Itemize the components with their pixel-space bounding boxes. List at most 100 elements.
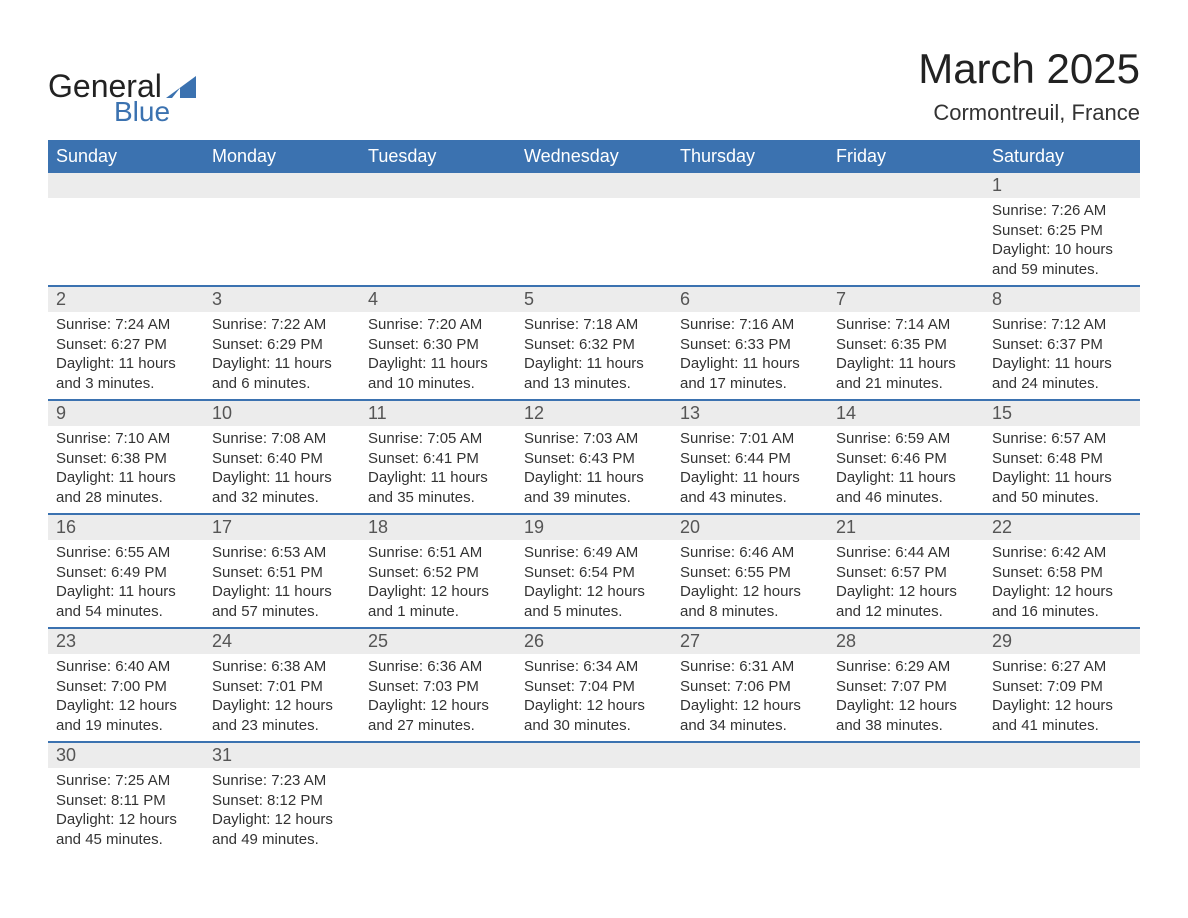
day-number-cell: [828, 742, 984, 768]
sunset-text: Sunset: 7:09 PM: [992, 677, 1132, 697]
sunrise-text: Sunrise: 7:03 AM: [524, 429, 664, 449]
sunrise-text: Sunrise: 6:51 AM: [368, 543, 508, 563]
sunrise-text: Sunrise: 6:44 AM: [836, 543, 976, 563]
day-number-cell: [48, 173, 204, 198]
day-detail-cell: Sunrise: 6:44 AMSunset: 6:57 PMDaylight:…: [828, 540, 984, 628]
calendar-page: General Blue March 2025 Cormontreuil, Fr…: [0, 0, 1188, 895]
sunset-text: Sunset: 6:51 PM: [212, 563, 352, 583]
location-subtitle: Cormontreuil, France: [918, 100, 1140, 126]
day-detail-cell: Sunrise: 6:27 AMSunset: 7:09 PMDaylight:…: [984, 654, 1140, 742]
day-number-row: 23242526272829: [48, 628, 1140, 654]
day-detail-row: Sunrise: 6:40 AMSunset: 7:00 PMDaylight:…: [48, 654, 1140, 742]
day-number-cell: 28: [828, 628, 984, 654]
day-number-cell: 4: [360, 286, 516, 312]
daylight-text: and 39 minutes.: [524, 488, 664, 508]
day-detail-cell: [360, 768, 516, 855]
daylight-text: Daylight: 11 hours: [524, 354, 664, 374]
day-detail-cell: Sunrise: 6:53 AMSunset: 6:51 PMDaylight:…: [204, 540, 360, 628]
sunset-text: Sunset: 7:07 PM: [836, 677, 976, 697]
day-number-cell: 24: [204, 628, 360, 654]
daylight-text: and 5 minutes.: [524, 602, 664, 622]
sunset-text: Sunset: 7:01 PM: [212, 677, 352, 697]
logo-text-blue: Blue: [114, 98, 196, 126]
sunrise-text: Sunrise: 6:40 AM: [56, 657, 196, 677]
day-number-cell: 29: [984, 628, 1140, 654]
weekday-header: Thursday: [672, 140, 828, 173]
sunset-text: Sunset: 6:33 PM: [680, 335, 820, 355]
daylight-text: and 32 minutes.: [212, 488, 352, 508]
sunrise-text: Sunrise: 6:49 AM: [524, 543, 664, 563]
day-detail-row: Sunrise: 7:26 AMSunset: 6:25 PMDaylight:…: [48, 198, 1140, 286]
day-detail-cell: Sunrise: 6:59 AMSunset: 6:46 PMDaylight:…: [828, 426, 984, 514]
daylight-text: Daylight: 12 hours: [524, 582, 664, 602]
day-number-cell: 27: [672, 628, 828, 654]
sunset-text: Sunset: 6:41 PM: [368, 449, 508, 469]
day-detail-row: Sunrise: 6:55 AMSunset: 6:49 PMDaylight:…: [48, 540, 1140, 628]
day-number-cell: 1: [984, 173, 1140, 198]
day-detail-cell: Sunrise: 7:20 AMSunset: 6:30 PMDaylight:…: [360, 312, 516, 400]
day-detail-cell: [828, 198, 984, 286]
day-number-cell: [360, 173, 516, 198]
sunrise-text: Sunrise: 7:10 AM: [56, 429, 196, 449]
logo-triangle-icon: [166, 76, 196, 98]
day-detail-cell: [984, 768, 1140, 855]
daylight-text: Daylight: 12 hours: [680, 696, 820, 716]
daylight-text: and 49 minutes.: [212, 830, 352, 850]
day-number-cell: [516, 173, 672, 198]
sunrise-text: Sunrise: 7:01 AM: [680, 429, 820, 449]
day-number-cell: 23: [48, 628, 204, 654]
day-number-cell: [204, 173, 360, 198]
sunset-text: Sunset: 6:30 PM: [368, 335, 508, 355]
daylight-text: Daylight: 12 hours: [368, 582, 508, 602]
daylight-text: and 24 minutes.: [992, 374, 1132, 394]
calendar-table: Sunday Monday Tuesday Wednesday Thursday…: [48, 140, 1140, 855]
sunset-text: Sunset: 6:43 PM: [524, 449, 664, 469]
daylight-text: and 13 minutes.: [524, 374, 664, 394]
sunrise-text: Sunrise: 7:23 AM: [212, 771, 352, 791]
day-detail-cell: [516, 768, 672, 855]
daylight-text: and 16 minutes.: [992, 602, 1132, 622]
calendar-body: 1Sunrise: 7:26 AMSunset: 6:25 PMDaylight…: [48, 173, 1140, 855]
daylight-text: Daylight: 11 hours: [56, 582, 196, 602]
sunset-text: Sunset: 6:40 PM: [212, 449, 352, 469]
daylight-text: and 6 minutes.: [212, 374, 352, 394]
sunset-text: Sunset: 7:04 PM: [524, 677, 664, 697]
day-number-cell: 20: [672, 514, 828, 540]
day-detail-cell: Sunrise: 6:36 AMSunset: 7:03 PMDaylight:…: [360, 654, 516, 742]
day-detail-cell: Sunrise: 7:25 AMSunset: 8:11 PMDaylight:…: [48, 768, 204, 855]
sunrise-text: Sunrise: 6:34 AM: [524, 657, 664, 677]
daylight-text: and 23 minutes.: [212, 716, 352, 736]
daylight-text: and 12 minutes.: [836, 602, 976, 622]
logo: General Blue: [48, 70, 196, 126]
day-detail-cell: Sunrise: 6:51 AMSunset: 6:52 PMDaylight:…: [360, 540, 516, 628]
daylight-text: Daylight: 11 hours: [368, 354, 508, 374]
sunset-text: Sunset: 6:46 PM: [836, 449, 976, 469]
daylight-text: Daylight: 11 hours: [992, 468, 1132, 488]
day-number-cell: 22: [984, 514, 1140, 540]
daylight-text: and 46 minutes.: [836, 488, 976, 508]
sunset-text: Sunset: 6:55 PM: [680, 563, 820, 583]
sunset-text: Sunset: 6:37 PM: [992, 335, 1132, 355]
day-number-cell: 12: [516, 400, 672, 426]
day-number-cell: [984, 742, 1140, 768]
daylight-text: Daylight: 12 hours: [212, 696, 352, 716]
header: General Blue March 2025 Cormontreuil, Fr…: [48, 48, 1140, 126]
weekday-header: Monday: [204, 140, 360, 173]
day-number-row: 1: [48, 173, 1140, 198]
day-detail-cell: [204, 198, 360, 286]
daylight-text: and 27 minutes.: [368, 716, 508, 736]
day-detail-cell: [48, 198, 204, 286]
day-detail-row: Sunrise: 7:24 AMSunset: 6:27 PMDaylight:…: [48, 312, 1140, 400]
sunset-text: Sunset: 6:48 PM: [992, 449, 1132, 469]
sunset-text: Sunset: 6:58 PM: [992, 563, 1132, 583]
sunrise-text: Sunrise: 7:25 AM: [56, 771, 196, 791]
daylight-text: Daylight: 10 hours: [992, 240, 1132, 260]
sunset-text: Sunset: 6:54 PM: [524, 563, 664, 583]
day-number-row: 16171819202122: [48, 514, 1140, 540]
sunrise-text: Sunrise: 7:22 AM: [212, 315, 352, 335]
day-detail-cell: Sunrise: 6:34 AMSunset: 7:04 PMDaylight:…: [516, 654, 672, 742]
sunrise-text: Sunrise: 7:26 AM: [992, 201, 1132, 221]
daylight-text: and 43 minutes.: [680, 488, 820, 508]
day-detail-cell: Sunrise: 7:16 AMSunset: 6:33 PMDaylight:…: [672, 312, 828, 400]
sunrise-text: Sunrise: 6:42 AM: [992, 543, 1132, 563]
